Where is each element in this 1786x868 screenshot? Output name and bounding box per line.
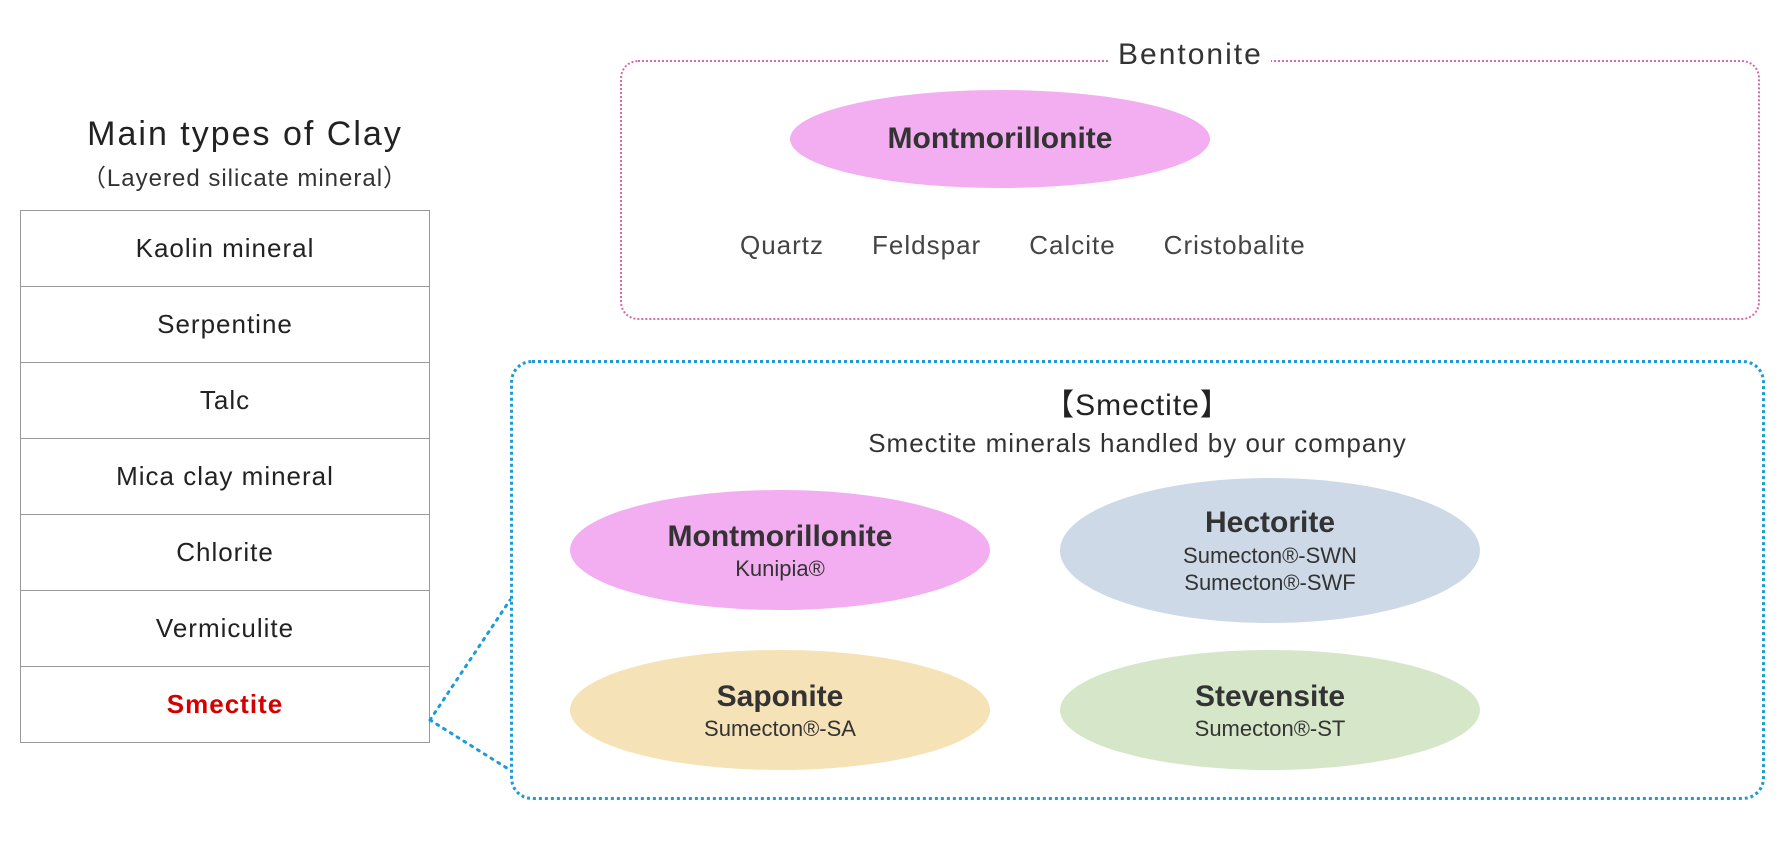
clay-type-cell: Serpentine: [21, 287, 430, 363]
smectite-mineral-pill: HectoriteSumecton®-SWNSumecton®-SWF: [1060, 478, 1480, 623]
mineral-name: Stevensite: [1195, 678, 1345, 716]
mineral-name: Montmorillonite: [668, 518, 893, 556]
mineral-name: Montmorillonite: [888, 120, 1113, 158]
clay-type-cell: Kaolin mineral: [21, 211, 430, 287]
smectite-header: 【Smectite】 Smectite minerals handled by …: [510, 380, 1765, 459]
smectite-mineral-pill: StevensiteSumecton®-ST: [1060, 650, 1480, 770]
mineral-name: Saponite: [717, 678, 844, 716]
bentonite-sub-minerals: Quartz Feldspar Calcite Cristobalite: [740, 230, 1306, 261]
bentonite-sub-mineral: Feldspar: [872, 230, 981, 261]
mineral-product: Sumecton®-SWF: [1184, 569, 1355, 597]
diagram-canvas: Main types of Clay （Layered silicate min…: [0, 0, 1786, 868]
clay-types-table: Kaolin mineralSerpentineTalcMica clay mi…: [20, 210, 430, 743]
smectite-mineral-pill: SaponiteSumecton®-SA: [570, 650, 990, 770]
mineral-product: Sumecton®-ST: [1195, 715, 1346, 743]
mineral-product: Sumecton®-SWN: [1183, 542, 1357, 570]
clay-type-cell: Chlorite: [21, 515, 430, 591]
clay-type-cell: Talc: [21, 363, 430, 439]
clay-title: Main types of Clay: [55, 115, 435, 154]
clay-subtitle: （Layered silicate mineral）: [55, 158, 435, 193]
bentonite-label: Bentonite: [1110, 38, 1271, 72]
smectite-subtitle: Smectite minerals handled by our company: [510, 428, 1765, 459]
bentonite-sub-mineral: Quartz: [740, 230, 824, 261]
mineral-name: Hectorite: [1205, 504, 1335, 542]
clay-type-cell: Smectite: [21, 667, 430, 743]
bentonite-box: [620, 60, 1760, 320]
smectite-mineral-pill: MontmorilloniteKunipia®: [570, 490, 990, 610]
mineral-product: Kunipia®: [735, 555, 825, 583]
bentonite-main-mineral: Montmorillonite: [790, 90, 1210, 188]
clay-type-cell: Mica clay mineral: [21, 439, 430, 515]
bentonite-sub-mineral: Calcite: [1029, 230, 1115, 261]
clay-title-block: Main types of Clay （Layered silicate min…: [55, 115, 435, 193]
mineral-product: Sumecton®-SA: [704, 715, 856, 743]
bentonite-sub-mineral: Cristobalite: [1164, 230, 1306, 261]
clay-type-cell: Vermiculite: [21, 591, 430, 667]
smectite-title: 【Smectite】: [510, 380, 1765, 424]
